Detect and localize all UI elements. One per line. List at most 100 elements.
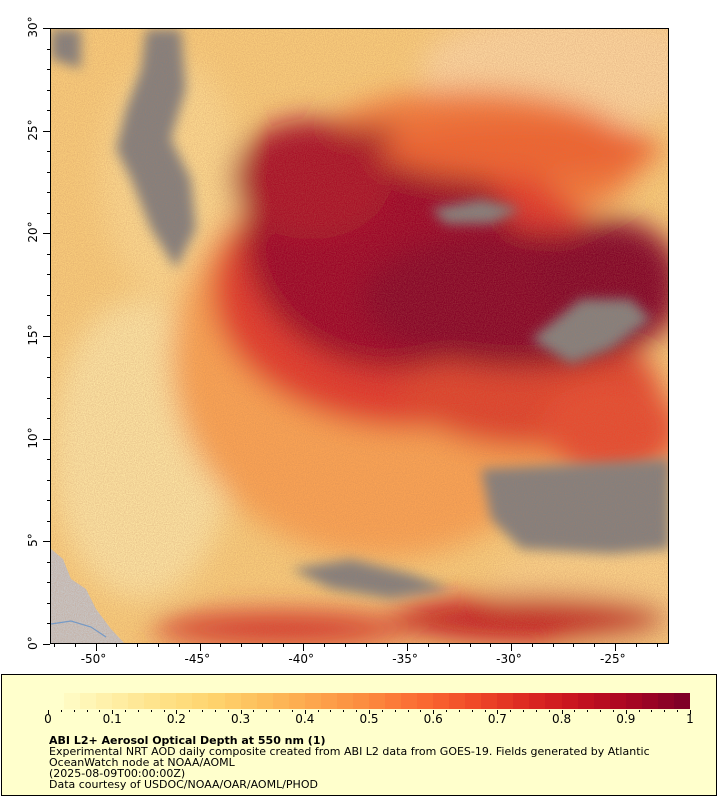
lon-minor-tick [344,644,346,647]
lon-minor-tick [282,644,284,647]
colorbar-minor-tick [535,710,537,712]
colorbar-minor-tick [291,710,293,712]
lon-minor-tick [95,644,97,647]
colorbar-segment [320,693,337,709]
lon-minor-tick [531,644,533,647]
colorbar-minor-tick [677,710,679,712]
colorbar-label: 0.9 [616,712,636,726]
colorbar-tick [497,710,499,714]
lat-tick [43,233,50,235]
colorbar-minor-tick [446,710,448,712]
lon-minor-tick [386,644,388,647]
colorbar-segment [673,693,690,709]
lat-tick [43,644,50,645]
lon-minor-tick [241,644,243,647]
lon-tick [95,644,97,651]
colorbar-segment [176,693,193,709]
colorbar-label: 1 [686,712,694,726]
colorbar-minor-tick [240,710,242,712]
lon-minor-tick [178,644,180,647]
lat-minor-tick [47,377,50,379]
colorbar-segment [48,693,65,709]
colorbar-segment [208,693,225,709]
colorbar-minor-tick [574,710,576,712]
lon-tick [199,644,201,651]
lon-minor-tick [614,644,616,647]
lat-minor-tick [47,500,50,502]
lat-minor-tick [47,212,50,214]
lat-minor-tick [47,315,50,317]
lon-minor-tick [448,644,450,647]
colorbar-minor-tick [202,710,204,712]
colorbar-minor-tick [227,710,229,712]
colorbar-minor-tick [690,710,691,712]
colorbar-label: 0 [44,712,52,726]
colorbar-segment [256,693,273,709]
lat-tick [43,28,50,29]
colorbar-minor-tick [484,710,486,712]
colorbar-minor-tick [214,710,216,712]
lon-tick [303,644,305,651]
lon-minor-tick [490,644,492,647]
lat-minor-tick [47,582,50,584]
colorbar-tick [433,710,435,714]
colorbar-minor-tick [458,710,460,712]
lon-minor-tick [635,644,637,647]
colorbar-minor-tick [176,710,178,712]
lon-minor-tick [74,644,76,647]
colorbar-segment [112,693,129,709]
lon-minor-tick [511,644,513,647]
product-description: Experimental NRT AOD daily composite cre… [49,745,650,769]
lon-minor-tick [324,644,326,647]
colorbar-minor-tick [420,710,422,712]
colorbar-minor-tick [612,710,614,712]
colorbar-segment [128,693,145,709]
aod-map [50,28,669,644]
colorbar-tick [690,710,691,714]
product-timestamp: (2025-08-09T00:00:00Z) [49,767,186,780]
colorbar-segment [593,693,610,709]
colorbar-minor-tick [471,710,473,712]
lat-minor-tick [47,459,50,461]
lat-minor-tick [47,336,50,337]
colorbar-tick [176,710,178,714]
colorbar-minor-tick [99,710,101,712]
lat-minor-tick [47,192,50,194]
colorbar-minor-tick [587,710,589,712]
colorbar-minor-tick [381,710,383,712]
lat-minor-tick [47,110,50,112]
colorbar-minor-tick [73,710,75,712]
lat-label: 0° [26,636,40,650]
colorbar-segment [561,693,578,709]
colorbar-minor-tick [330,710,332,712]
colorbar-minor-tick [651,710,653,712]
colorbar-tick [112,710,114,714]
colorbar-segment [368,693,385,709]
lon-label: -25° [599,652,626,666]
lon-minor-tick [116,644,118,647]
colorbar-segment [609,693,626,709]
colorbar-tick [625,710,627,714]
lon-minor-tick [594,644,596,647]
lat-minor-tick [47,253,50,255]
colorbar-segment [449,693,466,709]
colorbar-minor-tick [561,710,563,712]
lon-minor-tick [137,644,139,647]
colorbar-minor-tick [600,710,602,712]
colorbar-segment [304,693,321,709]
lon-tick [511,644,513,651]
lon-minor-tick [54,644,56,647]
colorbar-minor-tick [497,710,499,712]
lat-minor-tick [47,294,50,296]
data-credit: Data courtesy of USDOC/NOAA/OAR/AOML/PHO… [49,778,318,791]
colorbar-segment [545,693,562,709]
lat-tick [43,336,50,337]
colorbar-label: 0.8 [552,712,572,726]
lon-label: -50° [80,652,107,666]
lat-minor-tick [47,644,50,645]
colorbar-legend: 0 0.1 0.2 0.3 0.4 0.5 0.6 0.7 0.8 0.9 1 ABI L2+ Ae… [1,674,717,796]
lon-minor-tick [407,644,409,647]
lon-minor-tick [573,644,575,647]
colorbar-label: 0.7 [487,712,507,726]
lat-tick [43,130,50,132]
